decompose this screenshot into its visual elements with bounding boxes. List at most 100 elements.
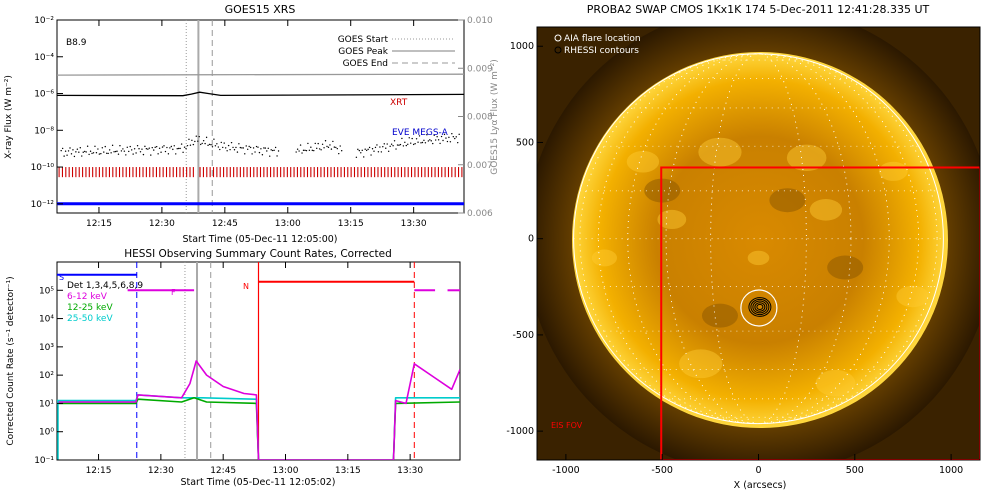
eve-point <box>191 139 193 142</box>
hessi-x-tick-label: 12:45 <box>210 466 236 476</box>
eve-point <box>91 152 93 155</box>
eve-point <box>454 137 456 140</box>
legend-12-25kev: 12-25 keV <box>67 303 113 313</box>
eve-point <box>258 151 261 154</box>
eve-point <box>126 146 128 148</box>
eve-point <box>248 145 250 148</box>
bright-region <box>626 150 660 173</box>
xrt-label: XRT <box>390 98 408 108</box>
eve-point <box>241 147 243 149</box>
eve-point <box>277 150 280 152</box>
eve-point <box>326 145 328 148</box>
eve-point <box>219 148 221 151</box>
eve-point <box>220 141 222 144</box>
eve-point <box>273 149 275 151</box>
dark-region <box>827 255 864 280</box>
eve-point <box>133 148 136 150</box>
goes-x-tick-label: 12:15 <box>86 219 112 229</box>
eve-point <box>130 149 133 151</box>
eve-point <box>255 145 258 148</box>
eve-point <box>302 149 305 152</box>
eve-point <box>170 145 173 148</box>
swap-y-tick-label: -1000 <box>506 426 534 437</box>
eve-point <box>92 152 95 154</box>
eve-point <box>177 147 180 150</box>
eve-point <box>385 147 387 149</box>
eve-point <box>161 146 164 148</box>
eve-point <box>97 148 99 150</box>
eve-point <box>332 140 334 143</box>
goes-y-tick-label: 10⁻¹⁰ <box>31 163 55 173</box>
eve-point <box>421 141 424 144</box>
sun-disk <box>572 52 948 428</box>
eve-point <box>401 137 403 140</box>
eve-point <box>249 146 252 149</box>
goes-series-goes-0-1-0-8-nm <box>57 91 464 97</box>
goes-title: GOES15 XRS <box>225 3 296 16</box>
eve-point <box>70 153 73 155</box>
eve-point <box>107 152 109 155</box>
eve-point <box>67 150 70 152</box>
eve-point <box>321 143 324 146</box>
eve-point <box>327 146 330 149</box>
flag-f: F <box>171 288 176 297</box>
rhessi-contour <box>750 298 770 316</box>
eve-point <box>449 141 452 143</box>
eve-point <box>415 138 418 140</box>
eve-point <box>445 137 447 139</box>
eve-point <box>267 147 269 150</box>
hessi-ylabel: Corrected Count Rate (s⁻¹ detector⁻¹) <box>6 276 16 445</box>
eve-point <box>128 150 130 153</box>
hessi-series-layer <box>57 262 460 460</box>
hessi-y-tick-label: 10³ <box>39 343 54 353</box>
goes-legend: GOES Start GOES Peak GOES End <box>338 35 455 69</box>
eve-point <box>207 144 209 147</box>
eve-point <box>245 145 247 147</box>
eve-point <box>455 136 457 138</box>
eve-point <box>458 133 460 136</box>
eve-point <box>163 145 165 147</box>
goes-ylabel-right: GOES15 Lyα Flux (W m⁻²) <box>490 59 500 175</box>
eve-point <box>116 150 118 152</box>
swap-x-tick-label: -500 <box>651 465 673 476</box>
eve-point <box>380 151 383 153</box>
eve-point <box>98 153 101 155</box>
eve-point <box>101 147 104 149</box>
eve-point <box>436 136 438 138</box>
eve-point <box>434 139 437 141</box>
eve-point <box>329 144 331 146</box>
eve-point <box>210 144 212 146</box>
eve-point <box>361 149 363 152</box>
eve-point <box>433 134 435 136</box>
eve-point <box>139 151 142 153</box>
hessi-x-tick-label: 12:15 <box>86 466 112 476</box>
eve-point <box>188 138 190 141</box>
eve-point <box>132 153 134 155</box>
eve-point <box>200 143 202 146</box>
bright-region <box>815 369 856 397</box>
eve-point <box>396 144 399 146</box>
eve-point <box>420 142 422 144</box>
eve-point <box>61 147 64 150</box>
swap-x-tick-label: 0 <box>755 465 761 476</box>
eve-point <box>308 149 311 151</box>
eve-point <box>120 150 123 152</box>
eve-point <box>323 147 325 149</box>
hessi-y-tick-label: 10² <box>39 371 54 381</box>
eve-point <box>125 154 127 156</box>
eve-point <box>150 154 152 156</box>
eve-point <box>167 153 170 155</box>
eve-point <box>157 153 159 155</box>
eve-point <box>138 148 140 150</box>
eve-point <box>238 143 240 145</box>
eve-point <box>402 145 405 147</box>
eve-point <box>418 135 421 137</box>
eve-point <box>223 142 225 144</box>
eis-fov-label: EIS FOV <box>551 421 583 430</box>
eve-point <box>75 151 77 153</box>
eve-point <box>257 146 259 148</box>
goes-y-right-tick-label: 0.010 <box>467 16 493 26</box>
eve-point <box>295 151 297 153</box>
goes-panel: GOES15 XRS 12:15 12:30 12:45 13:00 13:15 13:3… <box>4 3 500 245</box>
goes-y-right-tick-label: 0.008 <box>467 113 493 123</box>
